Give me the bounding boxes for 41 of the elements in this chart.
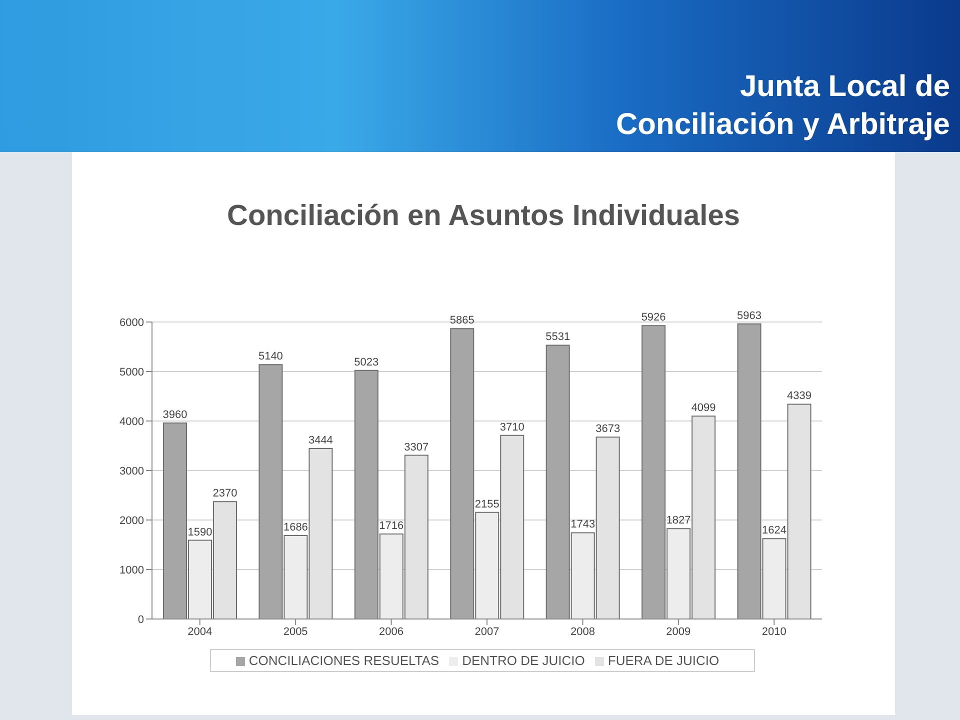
y-tick-label: 2000 [120, 514, 144, 527]
y-tick-label: 6000 [120, 316, 144, 329]
y-tick-label: 1000 [120, 564, 144, 576]
data-label: 1624 [762, 524, 787, 537]
data-label: 5865 [450, 314, 474, 327]
data-label: 1590 [188, 526, 212, 538]
text: Conciliación y Arbitraje [616, 107, 950, 143]
data-label: 1686 [283, 522, 308, 534]
data-label: 4339 [787, 390, 812, 402]
data-label: 2155 [474, 498, 500, 510]
x-tick-label: 2005 [283, 626, 308, 638]
data-label: 5023 [354, 356, 379, 368]
data-label: 3710 [500, 421, 524, 434]
legend-label: CONCILIACIONES RESUELTAS [248, 653, 440, 668]
data-label: 5963 [737, 310, 762, 322]
x-tick-label: 2008 [570, 626, 595, 638]
data-label: 1716 [379, 520, 404, 532]
data-label: 3307 [404, 441, 429, 454]
y-tick-label: 5000 [120, 366, 144, 378]
data-label: 5140 [258, 350, 283, 363]
x-tick-label: 2004 [188, 626, 212, 638]
data-label: 5926 [641, 312, 666, 324]
x-tick-label: 2007 [474, 626, 500, 638]
data-label: 4099 [691, 402, 716, 414]
legend-label: FUERA DE JUICIO [608, 653, 720, 668]
data-label: 3960 [162, 408, 188, 421]
data-label: 1827 [666, 514, 691, 527]
data-label: 3673 [596, 423, 620, 436]
data-label: 3444 [308, 434, 333, 447]
y-tick-label: 3000 [120, 465, 144, 478]
legend-label: DENTRO DE JUICIO [462, 653, 585, 668]
data-label: 5531 [546, 331, 570, 344]
data-label: 2370 [212, 488, 238, 500]
chart-title: Conciliación en Asuntos Individuales [226, 200, 741, 233]
data-label: 1743 [570, 518, 596, 531]
y-tick-label: 0 [138, 614, 144, 626]
y-tick-label: 4000 [120, 416, 144, 428]
text: Junta Local de [738, 69, 950, 105]
x-tick-label: 2010 [762, 626, 786, 638]
x-tick-label: 2009 [666, 626, 691, 638]
x-tick-label: 2006 [379, 626, 404, 638]
